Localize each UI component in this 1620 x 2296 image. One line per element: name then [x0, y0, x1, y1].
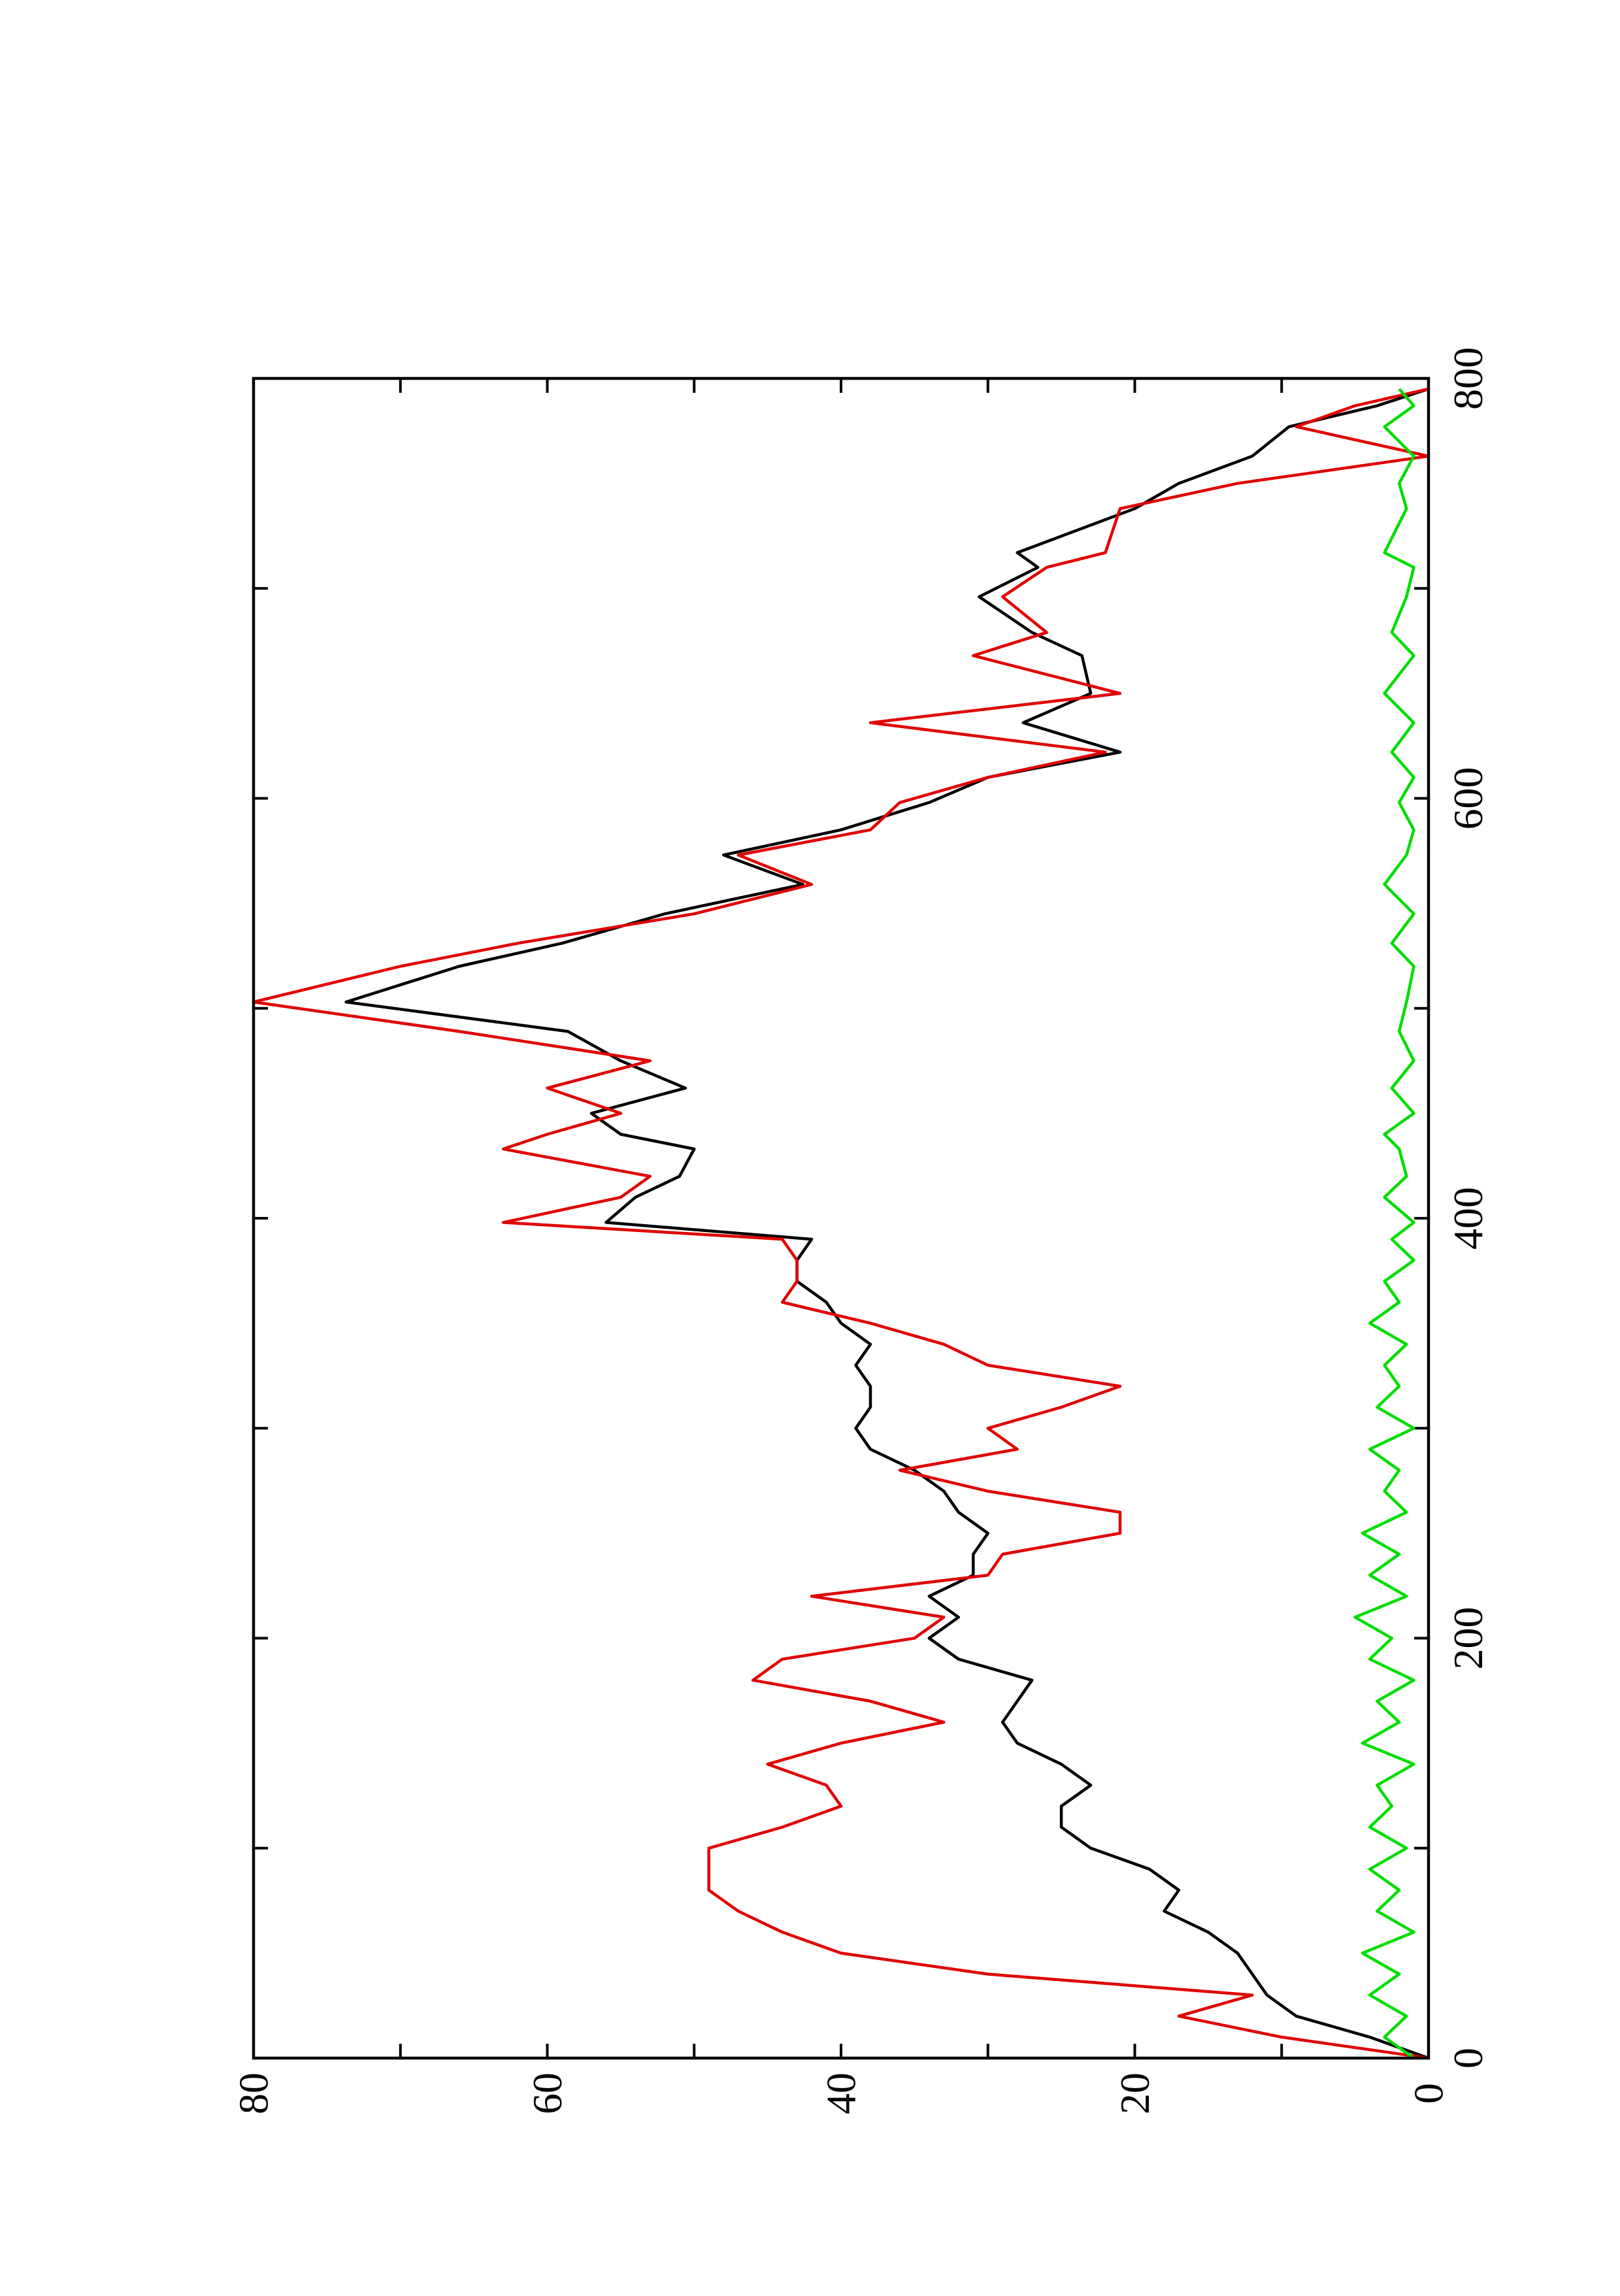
y-tick-label: 0	[1406, 2083, 1452, 2104]
x-tick-label: 0	[1445, 2048, 1491, 2069]
series-line	[1353, 388, 1415, 2059]
y-tick-label: 80	[231, 2072, 277, 2114]
plot-frame	[252, 376, 1430, 2060]
x-tick-label: 800	[1445, 347, 1491, 410]
series-line	[344, 387, 1429, 2060]
x-tick-label: 400	[1445, 1187, 1491, 1250]
y-tick-label: 60	[524, 2072, 570, 2114]
y-tick-label: 40	[818, 2072, 865, 2114]
y-tick-label: 20	[1112, 2072, 1158, 2114]
x-tick-label: 600	[1445, 767, 1491, 830]
series-line	[252, 387, 1430, 2060]
x-tick-label: 200	[1445, 1607, 1491, 1670]
